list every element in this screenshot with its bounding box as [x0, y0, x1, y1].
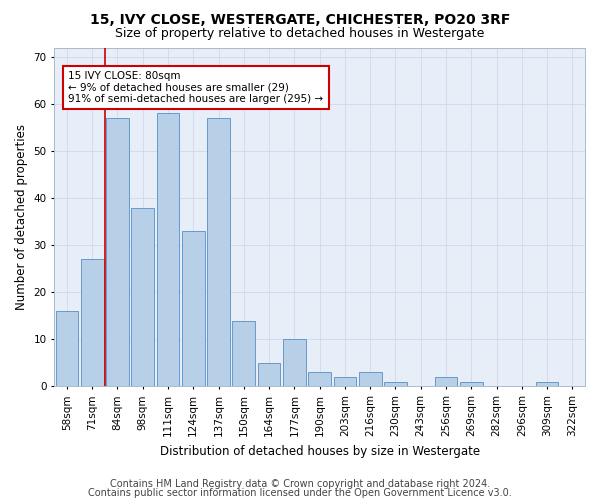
- Bar: [56, 311, 79, 386]
- Text: Size of property relative to detached houses in Westergate: Size of property relative to detached ho…: [115, 28, 485, 40]
- Bar: [258, 363, 280, 386]
- Bar: [157, 114, 179, 386]
- Bar: [334, 377, 356, 386]
- X-axis label: Distribution of detached houses by size in Westergate: Distribution of detached houses by size …: [160, 444, 480, 458]
- Bar: [106, 118, 129, 386]
- Bar: [536, 382, 559, 386]
- Text: 15, IVY CLOSE, WESTERGATE, CHICHESTER, PO20 3RF: 15, IVY CLOSE, WESTERGATE, CHICHESTER, P…: [90, 12, 510, 26]
- Bar: [182, 231, 205, 386]
- Text: 15 IVY CLOSE: 80sqm
← 9% of detached houses are smaller (29)
91% of semi-detache: 15 IVY CLOSE: 80sqm ← 9% of detached hou…: [68, 71, 323, 104]
- Bar: [207, 118, 230, 386]
- Text: Contains HM Land Registry data © Crown copyright and database right 2024.: Contains HM Land Registry data © Crown c…: [110, 479, 490, 489]
- Bar: [283, 340, 306, 386]
- Bar: [232, 320, 255, 386]
- Bar: [308, 372, 331, 386]
- Bar: [460, 382, 482, 386]
- Bar: [384, 382, 407, 386]
- Text: Contains public sector information licensed under the Open Government Licence v3: Contains public sector information licen…: [88, 488, 512, 498]
- Bar: [359, 372, 382, 386]
- Bar: [81, 260, 104, 386]
- Bar: [131, 208, 154, 386]
- Y-axis label: Number of detached properties: Number of detached properties: [15, 124, 28, 310]
- Bar: [434, 377, 457, 386]
